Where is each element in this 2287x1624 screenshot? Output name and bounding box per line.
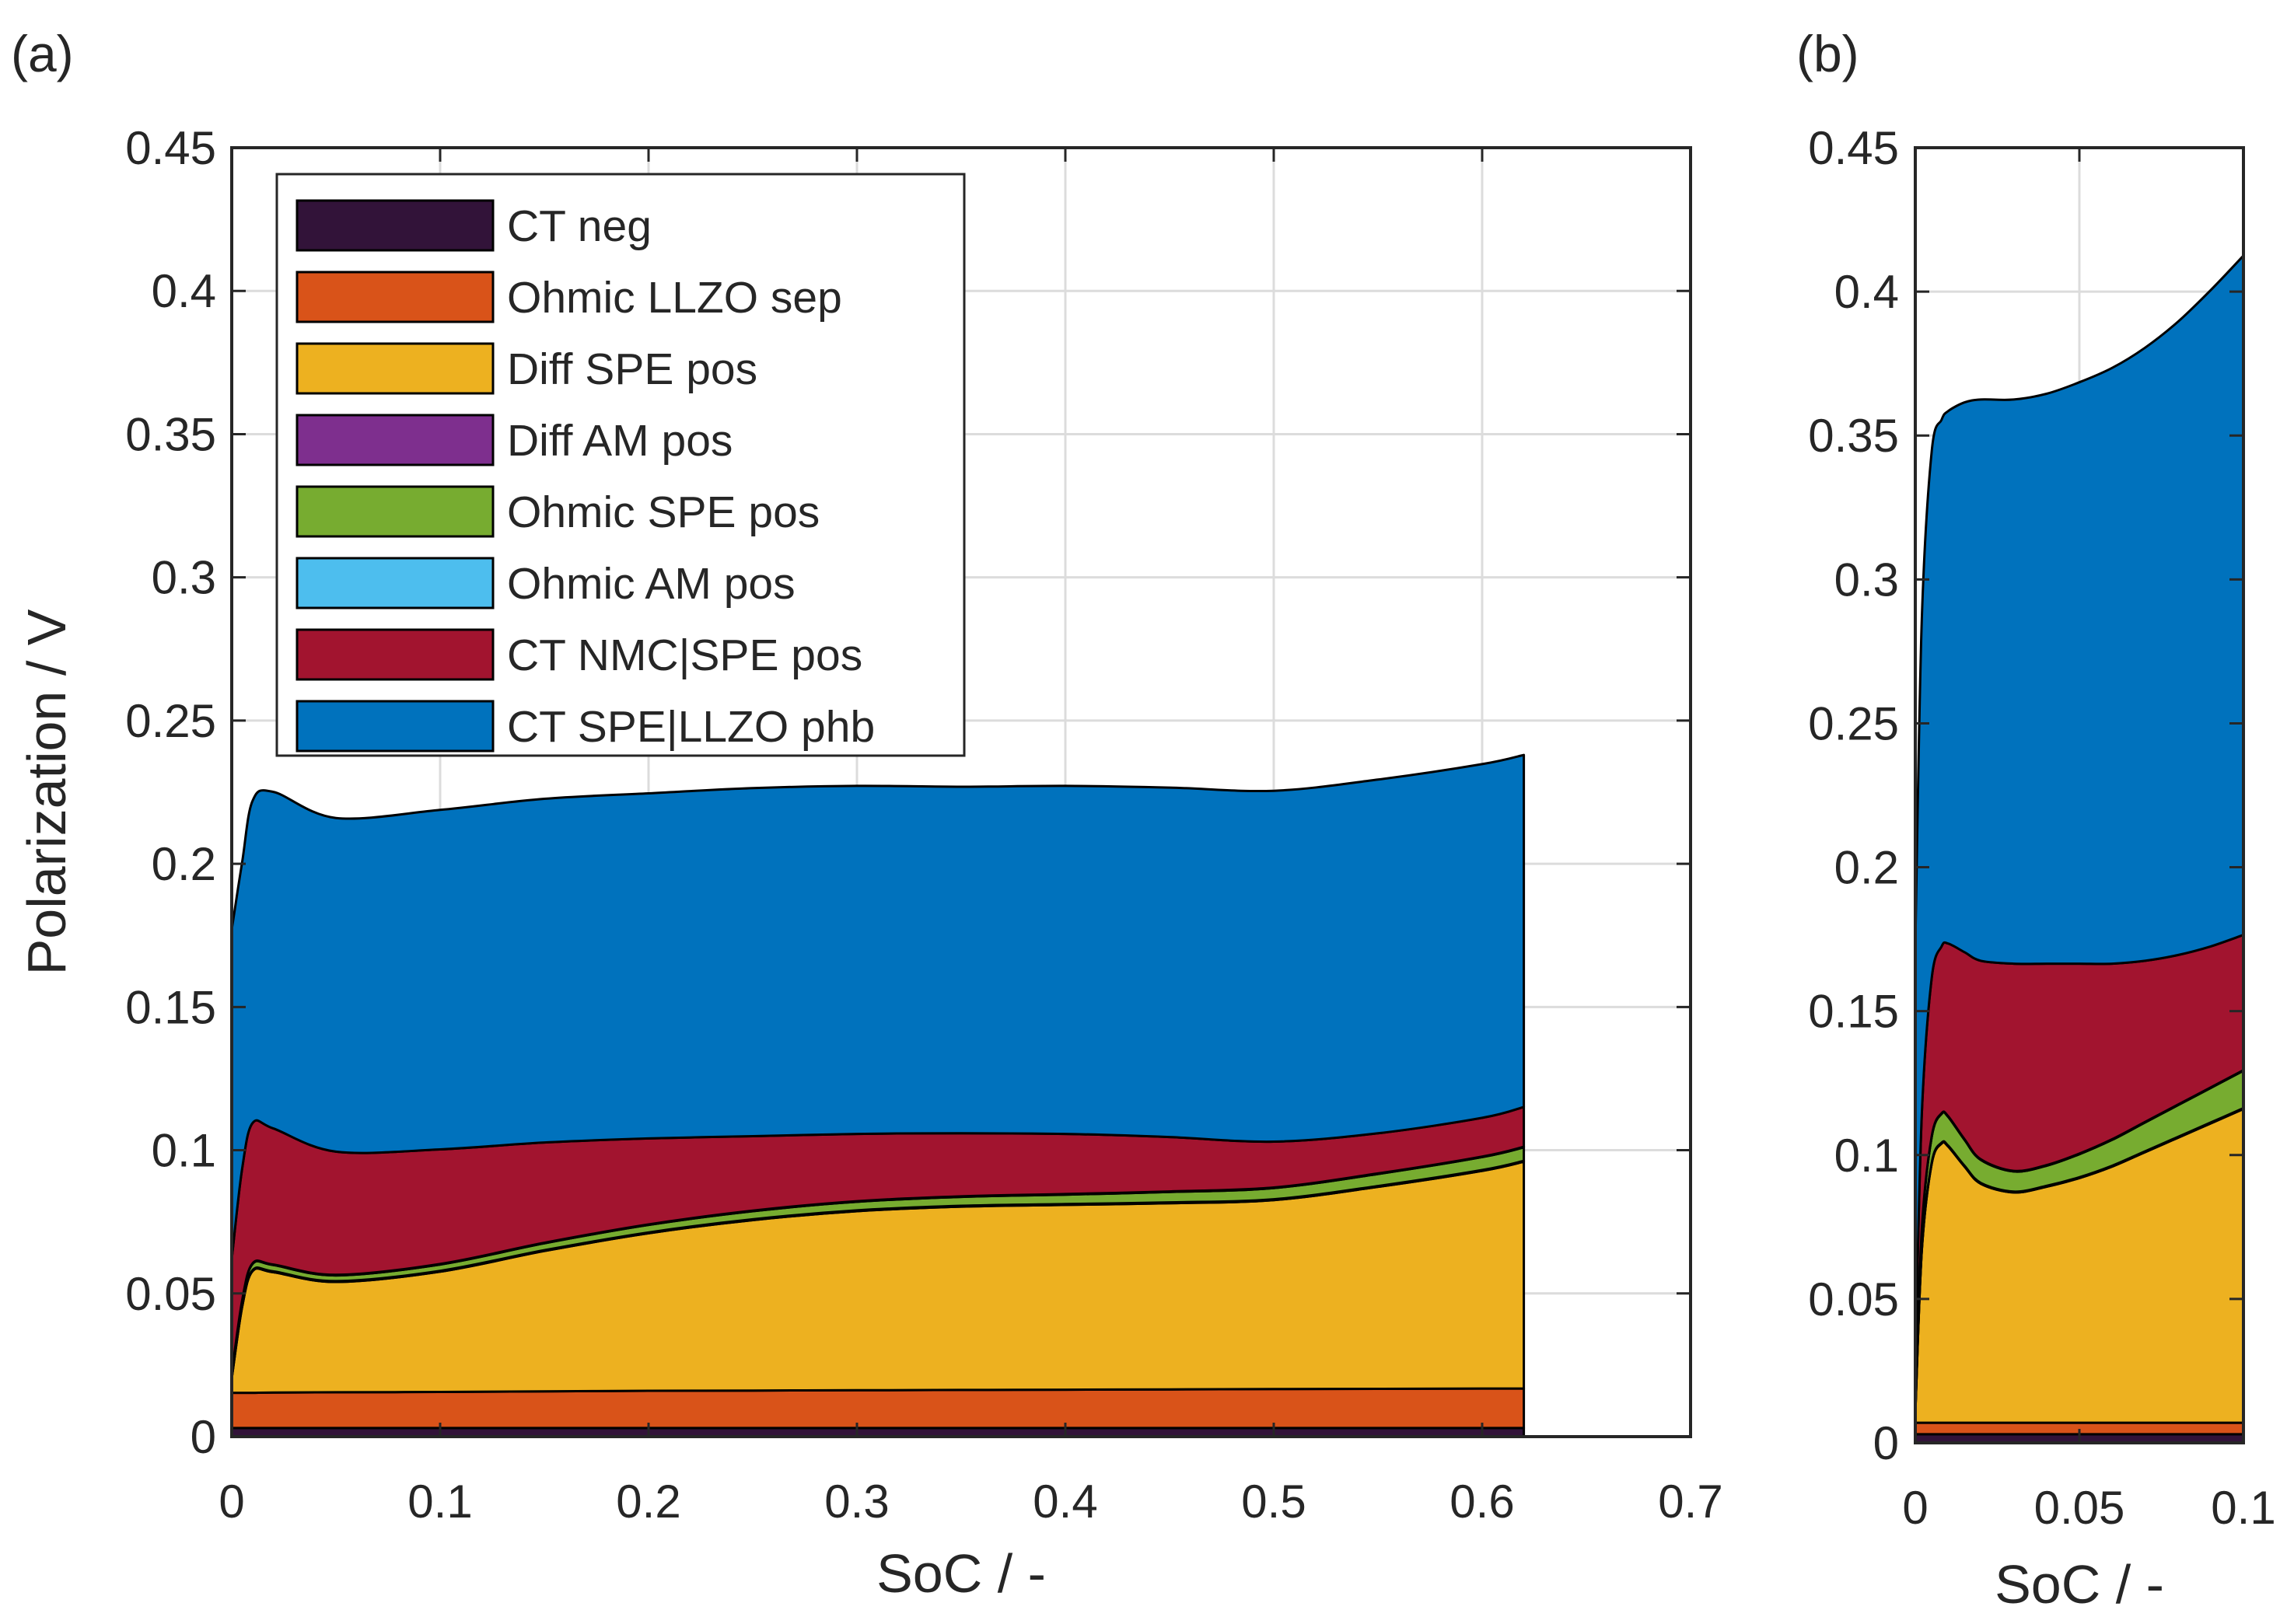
y-tick-label: 0.15: [125, 981, 216, 1033]
legend-label: Ohmic AM pos: [507, 559, 796, 609]
legend-label: CT neg: [507, 201, 652, 251]
legend-swatch: [295, 628, 495, 681]
x-tick-label: 0.05: [2034, 1482, 2125, 1534]
panel-b-x-axis-label: SoC / -: [1995, 1554, 2164, 1615]
legend-item-diff-spe-pos: Diff SPE pos: [295, 342, 757, 395]
y-tick-label: 0.1: [152, 1125, 216, 1177]
y-tick-label: 0.2: [152, 838, 216, 890]
x-tick-label: 0.1: [407, 1476, 472, 1528]
legend-swatch: [295, 485, 495, 538]
x-tick-label: 0.7: [1658, 1476, 1722, 1528]
panel-a-xtick-labels: 0 0.1 0.2 0.3 0.4 0.5 0.6 0.7: [219, 1476, 1722, 1528]
y-tick-label: 0.05: [125, 1268, 216, 1320]
y-tick-label: 0.35: [125, 408, 216, 460]
y-tick-label: 0.05: [1808, 1273, 1899, 1325]
legend-item-ct-neg: CT neg: [295, 199, 652, 252]
y-tick-label: 0.35: [1808, 410, 1899, 462]
x-tick-label: 0.3: [824, 1476, 889, 1528]
y-tick-label: 0.15: [1808, 986, 1899, 1038]
panel-a-areas: [230, 753, 1526, 1438]
panel-b-ytick-labels: 0 0.05 0.1 0.15 0.2 0.25 0.3 0.35 0.4 0.45: [1808, 122, 1899, 1469]
legend-label: Ohmic SPE pos: [507, 487, 820, 537]
panel-b-label: (b): [1796, 25, 1859, 82]
legend-item-ct-spe-llzo-phb: CT SPE|LLZO phb: [295, 700, 875, 753]
y-tick-label: 0.4: [152, 265, 216, 317]
legend-label: Diff SPE pos: [507, 344, 757, 394]
legend-item-ohmic-am-pos: Ohmic AM pos: [295, 557, 796, 609]
y-tick-label: 0.1: [1834, 1130, 1899, 1182]
y-tick-label: 0: [1873, 1417, 1899, 1469]
legend-item-ohmic-spe-pos: Ohmic SPE pos: [295, 485, 820, 538]
legend-swatch: [295, 414, 495, 466]
panel-a-label: (a): [11, 25, 74, 82]
area-ohmic-llzo-sep: [230, 1387, 1526, 1430]
legend-item-diff-am-pos: Diff AM pos: [295, 414, 733, 466]
legend-swatch: [295, 271, 495, 323]
legend-item-ohmic-llzo-sep: Ohmic LLZO sep: [295, 271, 842, 323]
panel-a-ytick-labels: 0 0.05 0.1 0.15 0.2 0.25 0.3 0.35 0.4 0.45: [125, 122, 216, 1463]
legend-swatch: [295, 700, 495, 753]
x-tick-label: 0.6: [1449, 1476, 1514, 1528]
y-tick-label: 0.2: [1834, 842, 1899, 894]
legend-item-ct-nmc-spe-pos: CT NMC|SPE pos: [295, 628, 862, 681]
x-tick-label: 0.2: [616, 1476, 680, 1528]
x-tick-label: 0.4: [1033, 1476, 1097, 1528]
area-ct-spe-llzo-phb: [230, 753, 1526, 1261]
y-tick-label: 0.3: [1834, 554, 1899, 606]
legend-label: CT SPE|LLZO phb: [507, 702, 875, 752]
panel-b-areas: [1914, 254, 2245, 1444]
y-tick-label: 0.3: [152, 552, 216, 604]
legend: CT neg Ohmic LLZO sep Diff SPE pos Diff AM …: [275, 173, 966, 757]
legend-label: Diff AM pos: [507, 416, 733, 466]
legend-label: CT NMC|SPE pos: [507, 630, 862, 680]
panel-b: 00.050.10.150.20.250.30.350.40.45 0 0.05 0…: [1796, 25, 2276, 1615]
legend-swatch: [295, 557, 495, 609]
x-tick-label: 0: [219, 1476, 244, 1528]
y-tick-label: 0.4: [1834, 266, 1899, 318]
x-tick-label: 0.5: [1241, 1476, 1306, 1528]
panel-a-axes-box: [230, 146, 1692, 1438]
panel-b-xtick-labels: 0 0.05 0.1: [1902, 1482, 2275, 1534]
legend-swatch: [295, 342, 495, 395]
y-tick-label: 0.45: [125, 122, 216, 174]
panel-a: 0 0.05 0.1 0.15 0.2 0.25 0.3 0.35 0.4 0.45 0 0.1 0.…: [11, 25, 1723, 1604]
y-tick-label: 0.25: [125, 695, 216, 747]
legend-label: Ohmic LLZO sep: [507, 273, 842, 323]
legend-swatch: [295, 199, 495, 252]
y-tick-label: 0.45: [1808, 122, 1899, 174]
y-tick-label: 0: [191, 1411, 216, 1463]
panel-a-x-axis-label: SoC / -: [876, 1543, 1046, 1604]
x-tick-label: 0.1: [2211, 1482, 2275, 1534]
y-tick-label: 0.25: [1808, 697, 1899, 749]
x-tick-label: 0: [1902, 1482, 1928, 1534]
panel-a-ticks: [230, 146, 1692, 1438]
panel-b-ticks: [1914, 146, 2245, 1444]
panel-a-y-axis-label: Polarization / V: [16, 609, 77, 975]
